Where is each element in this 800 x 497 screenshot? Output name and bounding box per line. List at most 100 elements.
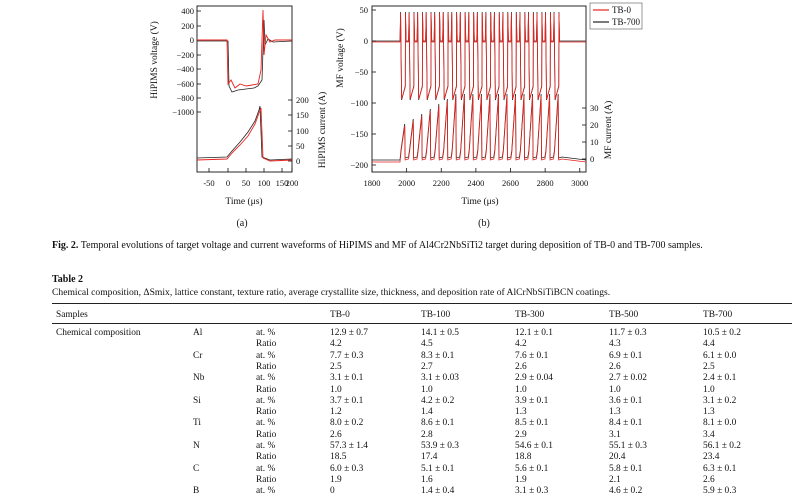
- table-cell: 17.4: [421, 452, 438, 463]
- table-cell: 8.1 ± 0.0: [703, 418, 737, 429]
- table-row-metric: at. %: [256, 486, 276, 497]
- table-cell: 3.1 ± 0.03: [421, 373, 459, 384]
- table-row-metric: at. %: [256, 328, 276, 338]
- table-cell: 2.9 ± 0.04: [515, 373, 553, 384]
- table-cell: 8.3 ± 0.1: [421, 350, 455, 361]
- panel-a-label: (a): [236, 218, 247, 229]
- table-cell: 6.3 ± 0.1: [703, 463, 737, 474]
- panel-b-y-right-tick-label: 10: [590, 137, 599, 147]
- table-row-metric: Ratio: [256, 407, 277, 418]
- table-row-metric: Ratio: [256, 474, 277, 485]
- panel-a-y-right-tick-label: 0: [296, 156, 300, 166]
- panel-b-y-left-tick-label: 0: [364, 36, 368, 46]
- panel-a-waveforms: [196, 9, 293, 162]
- panel-a-x-tick-label: -50: [203, 178, 214, 188]
- table-row-metric: at. %: [256, 373, 276, 384]
- panel-b-y-right-title: MF current (A): [603, 101, 614, 160]
- panel-b-x-tick-label: 2200: [433, 178, 450, 188]
- table-row-metric: Ratio: [256, 384, 277, 395]
- table-header-tb0: TB-0: [330, 310, 350, 320]
- table-cell: 8.0 ± 0.2: [330, 418, 364, 429]
- panel-a-x-tick-label: 50: [242, 178, 251, 188]
- table-cell: 1.0: [515, 384, 527, 395]
- table-cell: 2.5: [703, 361, 715, 372]
- panel-b-y-left-tick-label: −50: [355, 67, 368, 77]
- table-cell: 5.1 ± 0.1: [421, 463, 455, 474]
- panel-b-y-left-tick-label: −150: [350, 129, 368, 139]
- table-cell: 18.5: [330, 452, 347, 463]
- table-cell: 3.9 ± 0.1: [515, 395, 549, 406]
- panel-b-x-tick-label: 3000: [571, 178, 588, 188]
- table-row-element: Al: [193, 328, 203, 338]
- panel-b-y-right-tick-label: 30: [590, 103, 599, 113]
- table-cell: 55.1 ± 0.3: [609, 441, 647, 451]
- table-cell: 1.0: [609, 384, 621, 395]
- table-cell: 1.4: [421, 407, 433, 418]
- mf-voltage-tb0: [372, 12, 586, 100]
- figure-caption-text: Temporal evolutions of target voltage an…: [80, 240, 703, 251]
- hipims-voltage-tb0: [197, 9, 292, 89]
- table-row-element: B: [193, 486, 200, 497]
- table-cell: 1.6: [421, 474, 433, 485]
- panel-a-y-left-tick-label: −600: [176, 79, 194, 89]
- panel-b-y-right-tick-label: 20: [590, 120, 599, 130]
- panel-b-y-right-tick-label: 0: [590, 154, 594, 164]
- table-cell: 1.3: [609, 407, 621, 418]
- table-cell: 4.2: [330, 339, 342, 350]
- table-cell: 2.4 ± 0.1: [703, 373, 737, 384]
- mf-current-tb0: [372, 95, 587, 163]
- table-cell: 11.7 ± 0.3: [609, 328, 647, 338]
- panel-a-y-left-tick-label: 400: [181, 6, 194, 16]
- table-cell: 5.8 ± 0.1: [609, 463, 643, 474]
- table-cell: 6.1 ± 0.0: [703, 350, 737, 361]
- hipims-current-tb0: [196, 107, 293, 162]
- table-cell: 4.4: [703, 339, 715, 350]
- panel-a-x-tick-label: 0: [226, 178, 230, 188]
- table-cell: 7.6 ± 0.1: [515, 350, 549, 361]
- hipims-current-tb700: [196, 105, 293, 161]
- panel-b-x-title: Time (μs): [461, 196, 498, 207]
- panel-a-y-left-tick-label: −800: [176, 93, 194, 103]
- table-top-rule: [52, 303, 792, 304]
- panel-a-x-tick-label: 200: [286, 178, 299, 188]
- table-cell: 18.8: [515, 452, 532, 463]
- table-header-tb700: TB-700: [703, 310, 733, 320]
- table-cell: 5.9 ± 0.3: [703, 486, 737, 497]
- table-row-metric: at. %: [256, 418, 276, 429]
- table-cell: 4.2: [515, 339, 527, 350]
- table-header-tb300: TB-300: [515, 310, 545, 320]
- panel-b-legend: TB-0 TB-700: [589, 2, 643, 30]
- table-section-label: Chemical composition: [56, 328, 141, 338]
- table-cell: 1.9: [515, 474, 527, 485]
- panel-b-frame: [371, 5, 587, 173]
- table-row-element: N: [193, 441, 200, 451]
- table-cell: 2.6: [330, 429, 342, 440]
- table-row-metric: Ratio: [256, 361, 277, 372]
- panel-a-x-title: Time (μs): [225, 196, 262, 207]
- table-caption: Chemical composition, ΔSmix, lattice con…: [52, 287, 611, 298]
- panel-b-x-tick-label: 1800: [364, 178, 381, 188]
- panel-a-x-tick-label: 100: [258, 178, 271, 188]
- table-cell: 6.0 ± 0.3: [330, 463, 364, 474]
- table-row-metric: Ratio: [256, 339, 277, 350]
- panel-b-y-left-tick-label: −200: [350, 160, 368, 170]
- panel-b-label: (b): [478, 218, 490, 229]
- panel-a-y-left-tick-label: −400: [176, 64, 194, 74]
- panel-b-y-left-tick-label: 50: [360, 5, 369, 15]
- panel-a-y-left-tick-label: −1000: [172, 107, 194, 117]
- table-cell: 2.7 ± 0.02: [609, 373, 647, 384]
- table-cell: 2.8: [421, 429, 433, 440]
- table-title: Table 2: [52, 274, 84, 285]
- table-cell: 0: [330, 486, 335, 497]
- panel-a-frame: [196, 5, 293, 173]
- table-cell: 57.3 ± 1.4: [330, 441, 368, 451]
- table-row-metric: Ratio: [256, 429, 277, 440]
- table-cell: 12.1 ± 0.1: [515, 328, 553, 338]
- table-cell: 2.9: [515, 429, 527, 440]
- table-cell: 8.5 ± 0.1: [515, 418, 549, 429]
- table-row-metric: Ratio: [256, 452, 277, 463]
- panel-b-x-tick-label: 2000: [398, 178, 415, 188]
- table-cell: 5.6 ± 0.1: [515, 463, 549, 474]
- table-cell: 10.5 ± 0.2: [703, 328, 741, 338]
